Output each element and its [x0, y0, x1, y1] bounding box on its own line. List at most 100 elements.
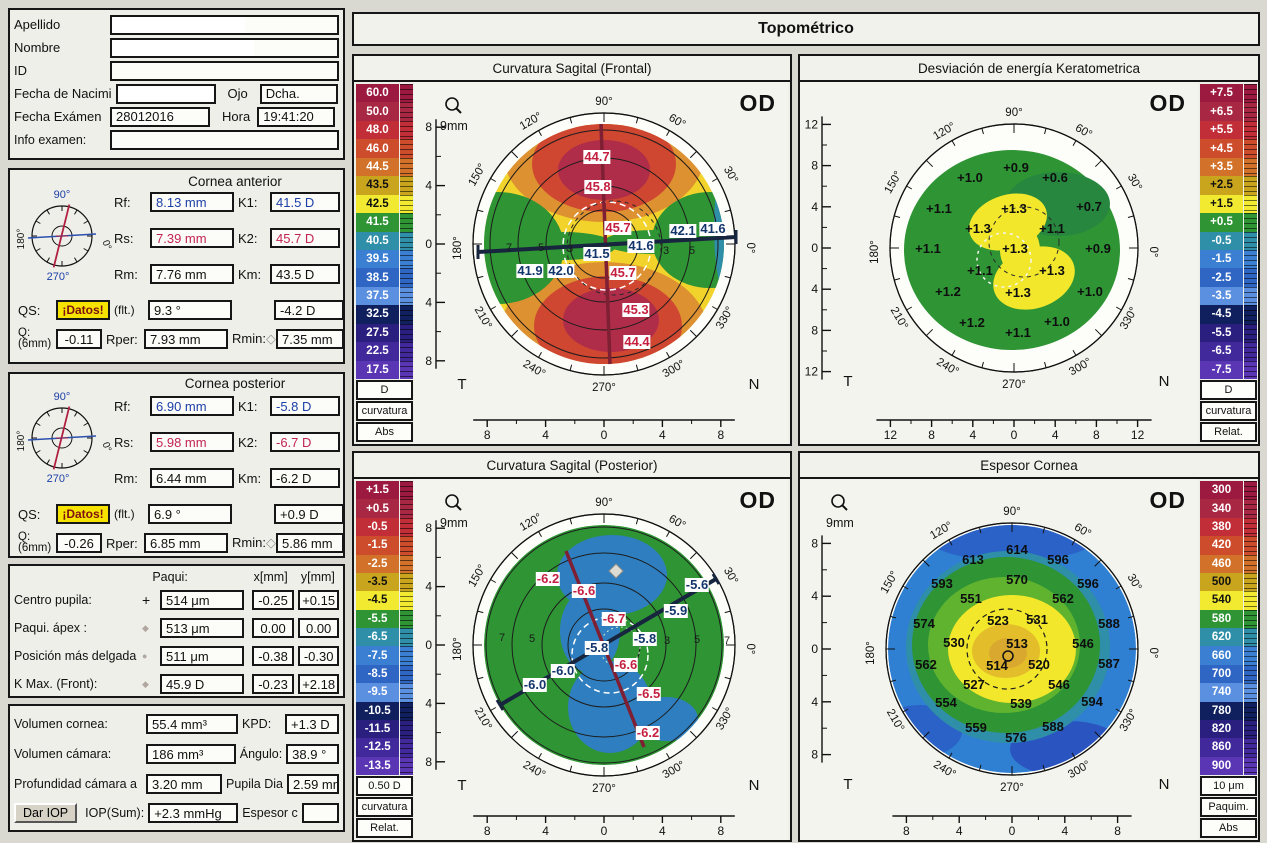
svg-text:8: 8 — [717, 428, 724, 442]
scale-segment-label: 580 — [1200, 609, 1243, 628]
volume-row-label: Volumen cámara: — [14, 747, 112, 761]
volume-row-value2: 2.59 mm — [287, 774, 339, 794]
map-value-label: 45.8 — [584, 179, 612, 194]
radius-value: 7.39 mm — [150, 228, 234, 248]
rper-label: Rper: — [106, 331, 138, 347]
volume-row-label2: KPD: — [242, 717, 272, 731]
map-value-label: +1.2 — [935, 284, 961, 299]
scale-segment-bar — [1244, 102, 1257, 121]
svg-text:4: 4 — [1061, 824, 1068, 838]
volume-row: Profundidad cámara a 3.20 mm Pupila Dia 2.5… — [10, 769, 343, 799]
radius-label: Rf: — [114, 194, 131, 210]
scale-segment-bar — [1244, 756, 1257, 775]
map-area-keratometric-deviation: 90° 60° 30° 0° 330° 300° 270° 240° 210° 180° 150° 1… — [800, 82, 1198, 444]
scale-segment-bar — [1244, 738, 1257, 757]
volume-row-value: 3.20 mm — [146, 774, 223, 794]
scale-segment: 500 — [1200, 572, 1257, 592]
scale-segment-label: -6.5 — [1200, 342, 1243, 361]
map-value-label: 593 — [931, 576, 953, 591]
scale-segment-bar — [1244, 719, 1257, 739]
scale-segment-label: 900 — [1200, 756, 1243, 775]
examen-label: Fecha Exámen — [14, 109, 102, 124]
svg-text:4: 4 — [969, 428, 976, 442]
scale-segment-bar — [400, 305, 413, 324]
map-value-label: 596 — [1047, 552, 1069, 567]
espesor-value[interactable] — [301, 803, 339, 823]
map-value-label: 42.0 — [547, 263, 575, 278]
nombre-input[interactable] — [110, 37, 339, 58]
scale-footer-0: 0.50 D — [356, 776, 413, 796]
scale-segment-bar — [400, 536, 413, 555]
scale-segment-bar — [1244, 609, 1257, 628]
svg-text:0: 0 — [811, 642, 818, 656]
magnifier-icon — [831, 494, 848, 511]
scale-segment-bar — [1244, 176, 1257, 195]
map-value-label: 5 — [688, 245, 696, 257]
scale-segment-bar — [400, 286, 413, 306]
scale-segment: -3.5 — [356, 572, 413, 592]
map-value-label: +1.1 — [1005, 325, 1031, 340]
zoom-level-badge[interactable]: 9mm — [440, 96, 468, 133]
scale-segment: -5.5 — [1200, 323, 1257, 343]
scale-segment-bar — [400, 517, 413, 537]
map-value-label: 574 — [913, 616, 935, 631]
apellido-input[interactable] — [110, 14, 339, 35]
svg-text:0: 0 — [425, 638, 432, 652]
svg-text:180°: 180° — [16, 229, 27, 250]
scale-segment-label: -7.5 — [1200, 360, 1243, 379]
map-value-label: 3 — [663, 635, 671, 647]
scale-segment-bar — [1244, 360, 1257, 379]
scale-segment: 740 — [1200, 683, 1257, 702]
scale-segment: -4.5 — [356, 591, 413, 610]
radius-value: 5.98 mm — [150, 432, 234, 452]
cornea-anterior-title: Cornea anterior — [188, 174, 282, 189]
map-value-label: +1.1 — [1039, 221, 1065, 236]
scale-segment: +0.5 — [356, 499, 413, 518]
scale-segment-label: 27.5 — [356, 323, 399, 343]
eye-side-label: OD — [1149, 90, 1186, 116]
map-value-label: 596 — [1077, 576, 1099, 591]
pachymetry-row: Posición más delgada ● 511 μm -0.38 -0.30 — [10, 642, 343, 670]
scale-segment-bar — [1244, 213, 1257, 232]
map-value-label: -5.6 — [684, 577, 710, 592]
cornea-row: Rs: 5.98 mm K2: -6.7 D — [114, 432, 340, 452]
svg-text:8: 8 — [903, 824, 910, 838]
scale-segment-bar — [1244, 305, 1257, 324]
dar-iop-button[interactable]: Dar IOP — [14, 803, 78, 823]
zoom-label: 9mm — [826, 516, 854, 530]
map-value-label: -6.5 — [636, 686, 662, 701]
qs-datos-button[interactable]: ¡Datos! — [56, 300, 110, 320]
map-value-label: 614 — [1006, 542, 1028, 557]
y-coordinate-value: 0.00 — [298, 618, 339, 638]
qs-datos-button[interactable]: ¡Datos! — [56, 504, 110, 524]
scale-segment-label: -4.5 — [1200, 305, 1243, 324]
cornea-posterior-panel: Cornea posterior 90° 180° 270° 0° Rf: 6.90 m… — [8, 372, 345, 558]
eye-side-label: OD — [739, 487, 776, 513]
svg-text:12: 12 — [805, 117, 819, 131]
volume-row-value: 186 mm³ — [146, 744, 236, 764]
svg-text:90°: 90° — [1003, 506, 1020, 518]
svg-text:T: T — [457, 777, 466, 794]
nacimiento-input[interactable] — [115, 83, 216, 104]
info-label: Info examen: — [14, 132, 87, 147]
pachy-value: 45.9 D — [160, 674, 244, 694]
map-title: Desviación de energía Keratometrica — [800, 56, 1258, 82]
rmin-value: 7.35 mm — [276, 329, 344, 349]
zoom-level-badge[interactable]: 9mm — [826, 493, 854, 530]
id-input[interactable] — [110, 60, 339, 81]
map-value-label: +1.1 — [967, 263, 993, 278]
volume-row-label2: Pupila Dia — [226, 777, 283, 791]
scale-segment-bar — [1244, 572, 1257, 592]
svg-text:8: 8 — [1093, 428, 1100, 442]
scale-segment: -7.5 — [356, 646, 413, 665]
map-area-sagittal-front: 90° 60° 30° 0° 330° 300° 270° 240° 210° 180° 150° 1… — [414, 82, 788, 444]
svg-text:4: 4 — [1052, 428, 1059, 442]
scale-segment-bar — [1244, 701, 1257, 720]
scale-segment-label: -6.5 — [356, 628, 399, 647]
zoom-level-badge[interactable]: 9mm — [440, 493, 468, 530]
scale-segment: 340 — [1200, 499, 1257, 518]
scale-segment-label: 700 — [1200, 664, 1243, 684]
info-input[interactable] — [110, 129, 339, 150]
svg-text:4: 4 — [811, 589, 818, 603]
pachy-value: 511 μm — [160, 646, 244, 666]
